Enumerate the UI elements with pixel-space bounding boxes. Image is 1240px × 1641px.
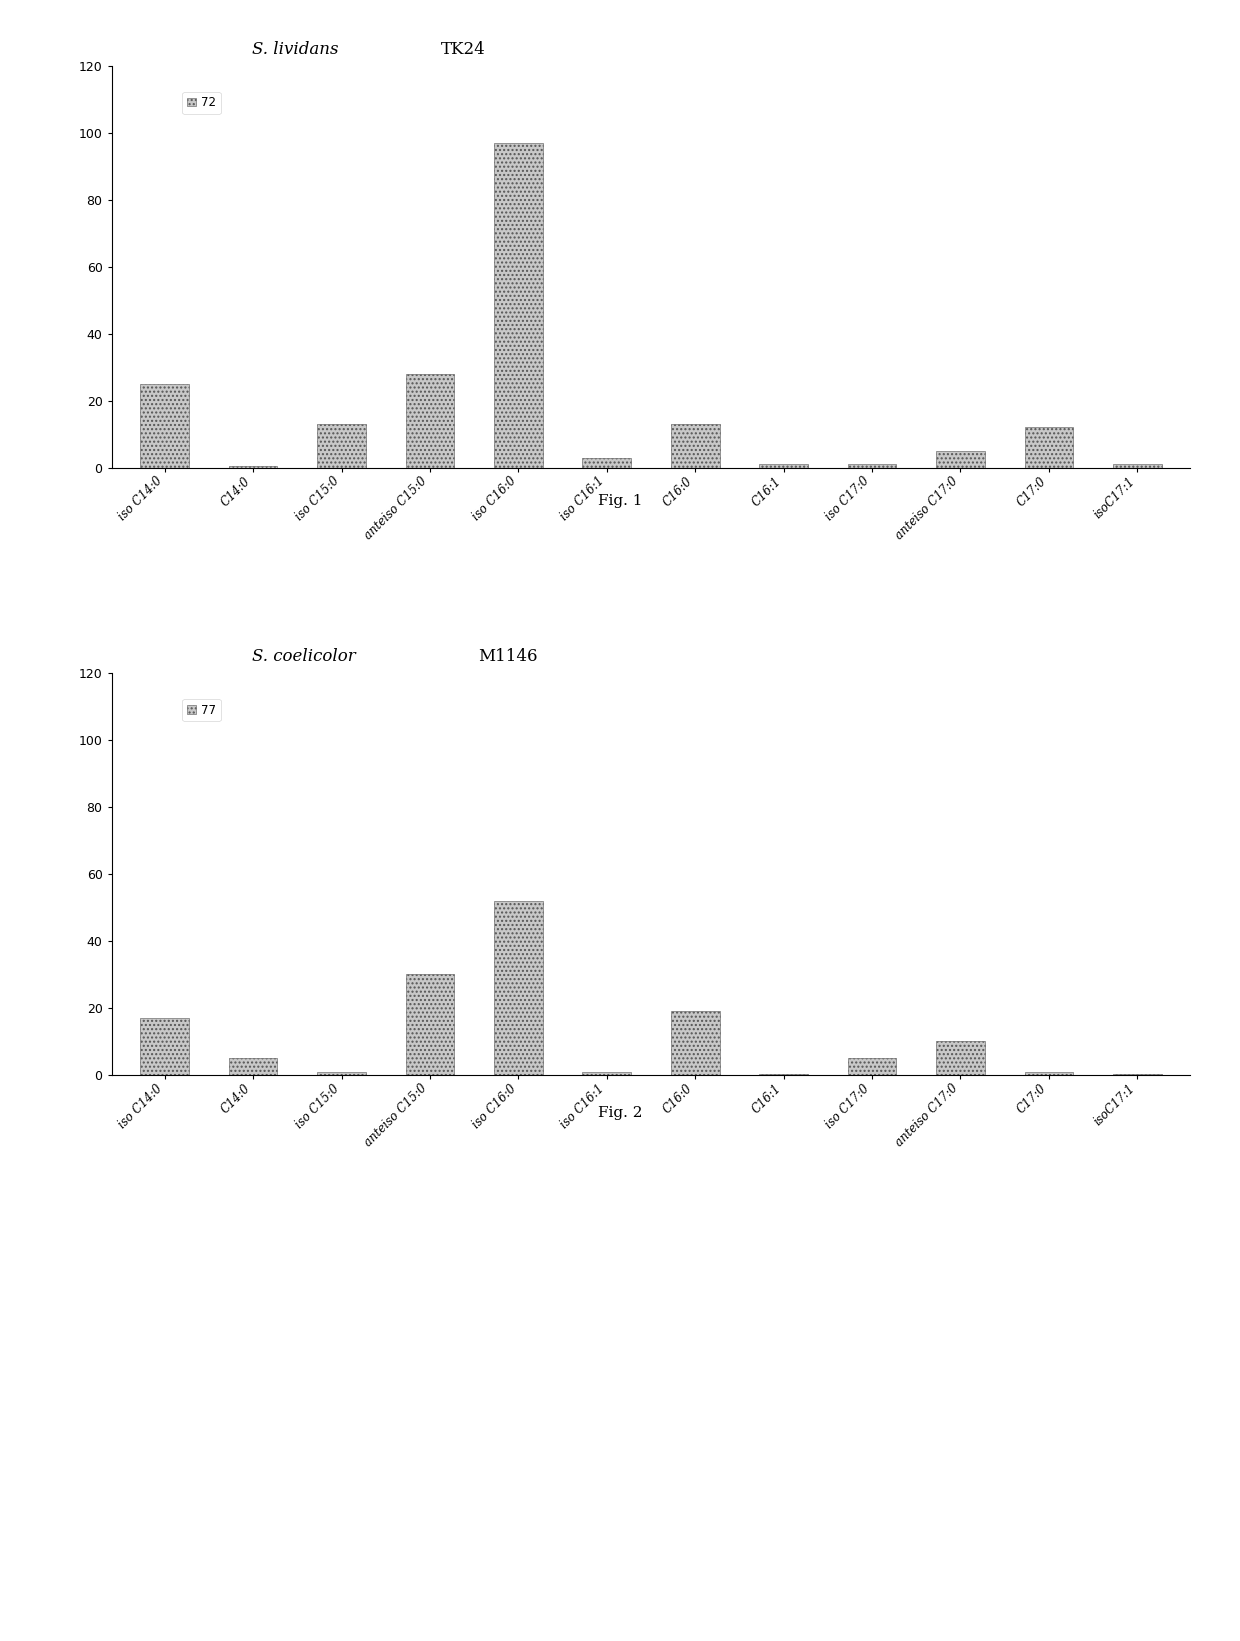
Bar <box>228 1058 278 1075</box>
Bar <box>583 458 631 468</box>
Text: Fig. 2: Fig. 2 <box>598 1106 642 1119</box>
Bar <box>494 901 543 1075</box>
Bar <box>671 423 719 468</box>
Bar <box>759 464 808 468</box>
Bar <box>140 384 188 468</box>
Text: S. coelicolor: S. coelicolor <box>252 648 356 665</box>
Bar <box>936 451 985 468</box>
Bar <box>1024 1072 1074 1075</box>
Bar <box>1024 427 1074 468</box>
Text: Fig. 1: Fig. 1 <box>598 494 642 507</box>
Legend: 77: 77 <box>182 699 221 722</box>
Text: S. lividans: S. lividans <box>252 41 339 57</box>
Bar <box>317 1072 366 1075</box>
Bar <box>405 975 454 1075</box>
Text: M1146: M1146 <box>479 648 538 665</box>
Bar <box>848 464 897 468</box>
Bar <box>494 143 543 468</box>
Text: TK24: TK24 <box>440 41 485 57</box>
Bar <box>583 1072 631 1075</box>
Bar <box>1114 464 1162 468</box>
Bar <box>848 1058 897 1075</box>
Bar <box>405 374 454 468</box>
Legend: 72: 72 <box>182 92 221 115</box>
Bar <box>671 1011 719 1075</box>
Bar <box>140 1017 188 1075</box>
Bar <box>317 423 366 468</box>
Bar <box>936 1042 985 1075</box>
Bar <box>228 466 278 468</box>
